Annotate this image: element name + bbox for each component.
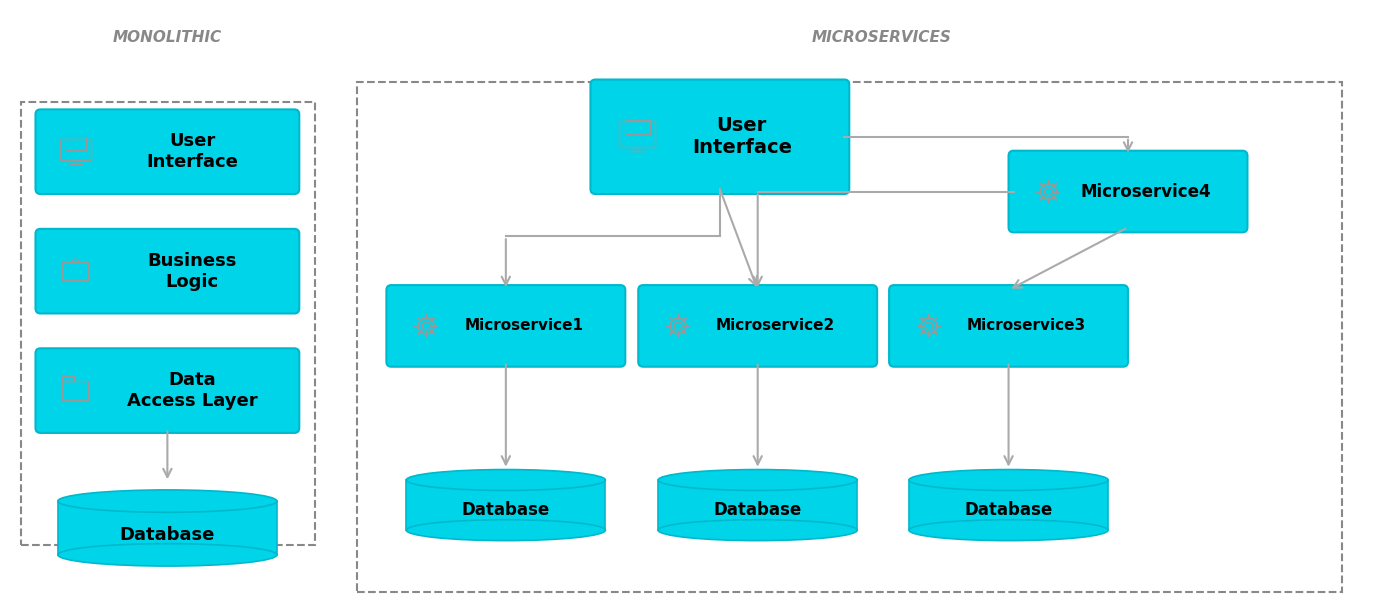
Ellipse shape [909, 469, 1108, 491]
Bar [357, 82, 1342, 591]
Bar [658, 480, 857, 530]
Text: Business
Logic: Business Logic [148, 252, 236, 291]
Ellipse shape [59, 546, 275, 564]
FancyBboxPatch shape [36, 348, 300, 433]
Bar [21, 102, 315, 545]
Ellipse shape [408, 522, 604, 539]
Text: Microservice1: Microservice1 [464, 318, 583, 334]
Ellipse shape [911, 522, 1106, 539]
Ellipse shape [58, 544, 276, 566]
Bar [62, 381, 88, 400]
Text: MONOLITHIC: MONOLITHIC [113, 30, 223, 45]
Text: MICROSERVICES: MICROSERVICES [811, 30, 951, 45]
Text: Data
Access Layer: Data Access Layer [127, 371, 257, 410]
FancyBboxPatch shape [36, 229, 300, 313]
Bar [619, 121, 655, 147]
Bar [58, 501, 276, 555]
Text: Microservice2: Microservice2 [716, 318, 835, 334]
Text: Database: Database [713, 501, 802, 519]
Bar [625, 120, 650, 134]
Bar [62, 376, 75, 381]
Bar [62, 262, 88, 280]
FancyBboxPatch shape [1009, 151, 1248, 232]
FancyBboxPatch shape [590, 79, 850, 194]
Text: Database: Database [120, 526, 216, 544]
Ellipse shape [58, 490, 276, 512]
Ellipse shape [661, 522, 855, 539]
Text: Database: Database [965, 501, 1053, 519]
Text: Database: Database [462, 501, 550, 519]
Ellipse shape [406, 469, 605, 491]
Bar [406, 480, 605, 530]
Ellipse shape [406, 520, 605, 541]
Text: User
Interface: User Interface [146, 133, 238, 171]
FancyBboxPatch shape [638, 285, 878, 367]
FancyBboxPatch shape [36, 109, 300, 194]
Text: Microservice4: Microservice4 [1081, 183, 1211, 200]
Text: User
Interface: User Interface [692, 116, 792, 157]
FancyBboxPatch shape [387, 285, 625, 367]
Bar [65, 137, 86, 150]
Ellipse shape [658, 520, 857, 541]
Bar [909, 480, 1108, 530]
FancyBboxPatch shape [889, 285, 1128, 367]
Text: Microservice3: Microservice3 [967, 318, 1086, 334]
Ellipse shape [909, 520, 1108, 541]
Ellipse shape [658, 469, 857, 491]
Bar [59, 139, 91, 161]
